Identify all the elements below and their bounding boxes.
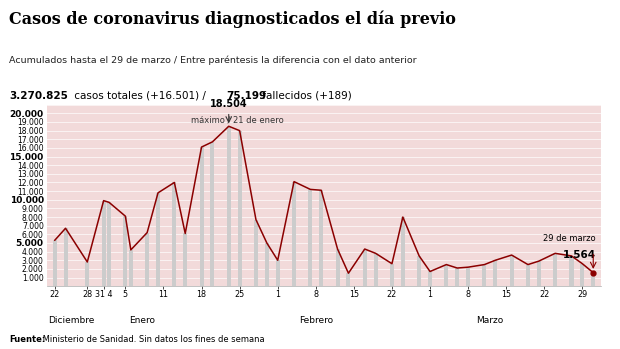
Bar [102,201,105,286]
Bar [123,216,128,286]
Text: Febrero: Febrero [299,316,333,325]
Bar [86,262,89,286]
Bar [569,256,574,286]
Bar [107,202,111,286]
Bar [553,253,557,286]
Bar [183,233,187,286]
Bar [210,142,215,286]
Bar [482,265,487,286]
Bar [292,181,296,286]
Bar [237,131,242,286]
Bar [580,264,585,286]
Bar [347,273,350,286]
Bar [591,273,595,286]
Bar [265,243,269,286]
Bar [445,265,448,286]
Bar [335,249,340,286]
Bar [526,265,530,286]
Bar [537,261,541,286]
Text: Enero: Enero [129,316,155,325]
Bar [417,256,421,286]
Bar [53,240,56,286]
Bar [428,272,432,286]
Text: 18.504: 18.504 [210,99,247,109]
Bar [200,147,203,286]
Bar [156,193,160,286]
Text: Ministerio de Sanidad. Sin datos los fines de semana: Ministerio de Sanidad. Sin datos los fin… [40,335,265,344]
Bar [254,220,258,286]
Bar [494,260,497,286]
Bar [363,249,367,286]
Bar [63,228,68,286]
Text: 29 de marzo: 29 de marzo [543,234,596,243]
Bar [466,267,470,286]
Text: Fuente:: Fuente: [9,335,45,344]
Text: máximo / 21 de enero: máximo / 21 de enero [190,116,283,125]
Text: 3.270.825: 3.270.825 [9,91,68,101]
Bar [276,260,280,286]
Bar [319,190,323,286]
Bar [401,217,405,286]
Bar [308,190,312,286]
Bar [145,232,149,286]
Text: Acumulados hasta el 29 de marzo / Entre paréntesis la diferencia con el dato ant: Acumulados hasta el 29 de marzo / Entre … [9,56,417,65]
Text: Diciembre: Diciembre [48,316,94,325]
Text: 75.199: 75.199 [226,91,267,101]
Text: fallecidos (+189): fallecidos (+189) [259,91,352,101]
Bar [227,126,231,286]
Text: casos totales (+16.501) /: casos totales (+16.501) / [71,91,210,101]
Bar [390,264,394,286]
Text: Marzo: Marzo [476,316,503,325]
Bar [129,250,133,286]
Text: 1.564: 1.564 [563,250,596,260]
Bar [455,268,459,286]
Bar [374,253,378,286]
Bar [510,255,514,286]
Text: Casos de coronavirus diagnosticados el día previo: Casos de coronavirus diagnosticados el d… [9,10,456,28]
Bar [172,183,176,286]
